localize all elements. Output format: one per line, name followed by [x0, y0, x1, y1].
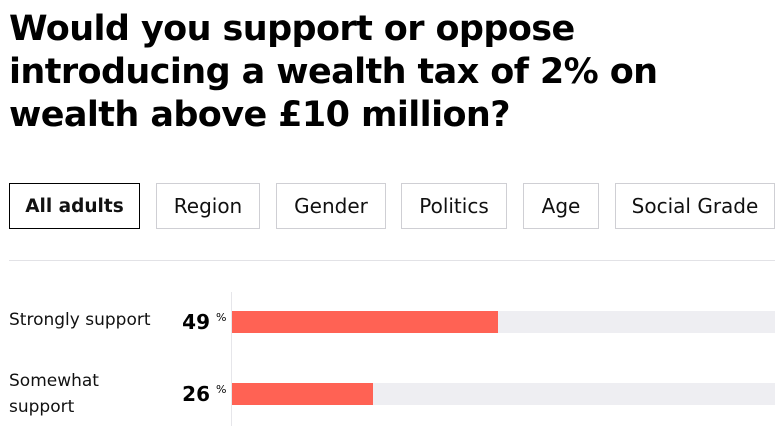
breakdown-tabs: All adults Region Gender Politics Age So… [9, 183, 775, 229]
value-label-somewhat-support: 26 [182, 382, 210, 406]
percent-unit-strongly-support: % [216, 311, 227, 324]
tab-all-adults[interactable]: All adults [9, 183, 140, 229]
tab-social-grade[interactable]: Social Grade [615, 183, 775, 229]
category-label-somewhat-support: Somewhat support [9, 371, 99, 417]
tab-politics[interactable]: Politics [401, 183, 507, 229]
bar-somewhat-support [232, 383, 374, 405]
category-label-strongly-support: Strongly support [9, 310, 151, 330]
bar-track-somewhat-support [232, 383, 775, 405]
divider [9, 260, 775, 261]
value-label-strongly-support: 49 [182, 310, 210, 334]
percent-unit-somewhat-support: % [216, 383, 227, 396]
tab-age[interactable]: Age [523, 183, 599, 229]
tab-region[interactable]: Region [156, 183, 260, 229]
page-title: Would you support or oppose introducing … [9, 9, 658, 135]
tab-gender[interactable]: Gender [276, 183, 386, 229]
bar-track-strongly-support [232, 311, 775, 333]
chart-axis-line [231, 292, 232, 426]
bar-strongly-support [232, 311, 499, 333]
